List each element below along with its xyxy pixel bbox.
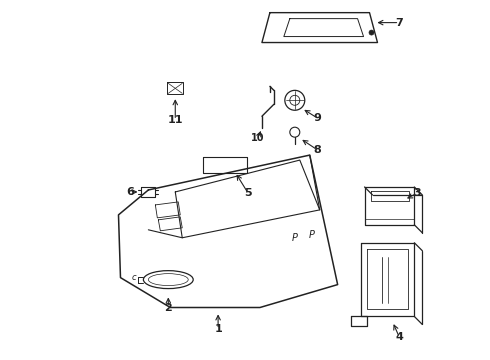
Text: 7: 7 xyxy=(395,18,403,28)
Text: 2: 2 xyxy=(165,302,172,312)
Text: 5: 5 xyxy=(244,188,252,198)
Circle shape xyxy=(369,30,374,35)
Text: 6: 6 xyxy=(126,187,134,197)
Text: P: P xyxy=(309,230,315,240)
Text: 10: 10 xyxy=(251,133,265,143)
Text: 1: 1 xyxy=(214,324,222,334)
Text: 9: 9 xyxy=(314,113,321,123)
Text: P: P xyxy=(292,233,298,243)
Text: 3: 3 xyxy=(414,188,421,198)
Text: 8: 8 xyxy=(314,145,321,155)
Text: 11: 11 xyxy=(168,115,183,125)
Text: c: c xyxy=(131,273,136,282)
Text: 4: 4 xyxy=(395,332,403,342)
